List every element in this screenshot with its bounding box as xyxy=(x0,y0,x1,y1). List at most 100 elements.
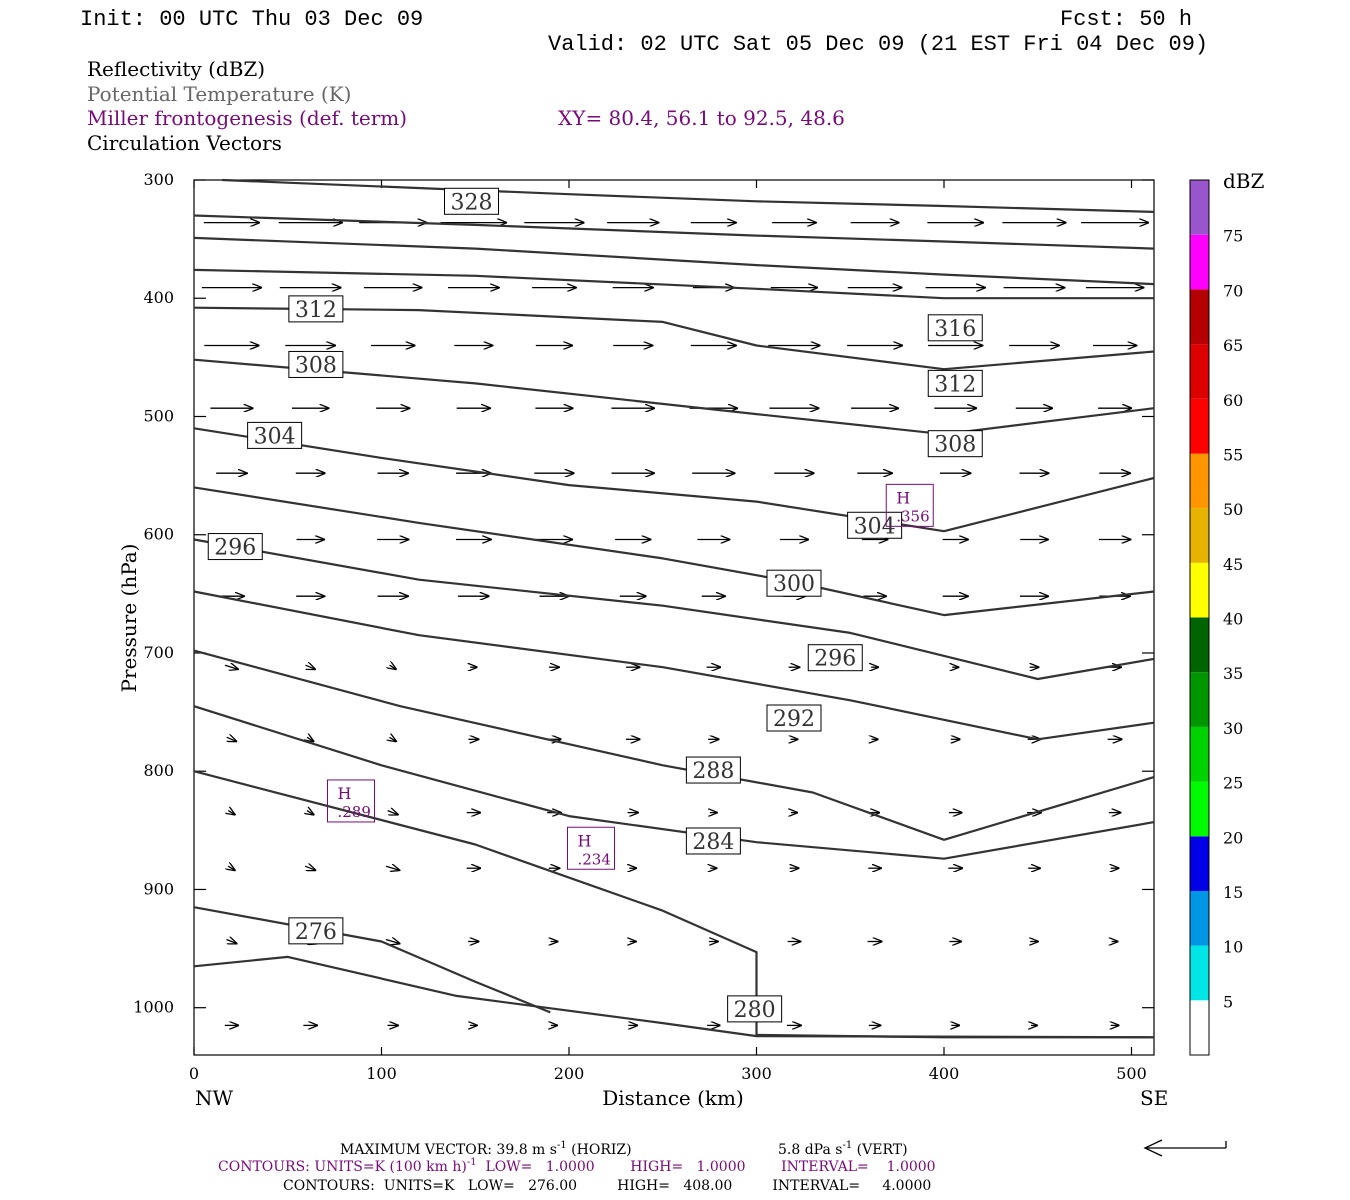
contour-label-text: 296 xyxy=(214,536,256,561)
colorbar-level: 70 xyxy=(1223,281,1243,300)
max-vector-horiz: MAXIMUM VECTOR: 39.8 m s-1 (HORIZ) xyxy=(340,1140,632,1158)
y-tick-label: 500 xyxy=(143,406,174,425)
contour-label-box xyxy=(247,421,303,449)
colorbar-level: 45 xyxy=(1223,555,1243,574)
contour-label-text: 308 xyxy=(934,433,976,458)
contour-label-box xyxy=(288,350,344,378)
circulation-vector xyxy=(387,811,398,815)
contour-label-box xyxy=(685,756,741,784)
valid-time: Valid: 02 UTC Sat 05 Dec 09 (21 EST Fri … xyxy=(548,32,1208,57)
circulation-vector xyxy=(304,866,315,870)
contour-label-box xyxy=(288,295,344,323)
contour-label-box xyxy=(847,511,903,539)
y-tick-label: 300 xyxy=(143,170,174,189)
theta-contour-304 xyxy=(193,427,1155,533)
colorbar-bin xyxy=(1190,781,1209,837)
colorbar-bin xyxy=(1190,508,1209,563)
circulation-vector xyxy=(228,866,235,870)
contour-label-box xyxy=(288,917,344,945)
field-circulation-vectors: Circulation Vectors xyxy=(87,131,282,155)
circulation-vectors xyxy=(201,223,1148,1026)
init-time: Init: 00 UTC Thu 03 Dec 09 xyxy=(80,7,423,32)
contour-label-box xyxy=(766,704,822,732)
theta-contour-324 xyxy=(193,214,1155,250)
theta-contour-272 xyxy=(193,955,1155,1039)
colorbar-bin xyxy=(1190,672,1209,727)
y-tick-label: 700 xyxy=(143,643,174,662)
theta-contour-300 xyxy=(193,486,1155,617)
colorbar-level: 35 xyxy=(1223,664,1243,683)
x-axis-ticks: 0 100 200 300 400 500 xyxy=(189,180,1147,1083)
contour-label-text: 304 xyxy=(254,424,296,449)
colorbar-bin xyxy=(1190,617,1209,673)
contour-label-text: 296 xyxy=(814,647,856,672)
circulation-vector xyxy=(227,737,236,741)
cross-section-endpoints: XY= 80.4, 56.1 to 92.5, 48.6 xyxy=(558,106,845,130)
contour-label-box xyxy=(927,430,983,458)
theta-contour-info: CONTOURS: UNITS=K LOW= 276.00 HIGH= 408.… xyxy=(283,1178,931,1194)
colorbar-bin xyxy=(1190,398,1209,454)
field-reflectivity: Reflectivity (dBZ) xyxy=(87,57,265,81)
max-vector-vert: 5.8 dPa s-1 (VERT) xyxy=(778,1140,908,1158)
contour-label-text: 284 xyxy=(692,830,734,855)
circulation-vector xyxy=(228,811,234,815)
frontogenesis-contour-info: CONTOURS: UNITS=K (100 km h)-1 LOW= 1.00… xyxy=(218,1157,936,1175)
colorbar-level: 25 xyxy=(1223,774,1243,793)
contour-label-text: 312 xyxy=(934,372,976,397)
colorbar-level: 65 xyxy=(1223,336,1243,355)
circulation-vector xyxy=(226,940,237,944)
colorbar-level: 60 xyxy=(1223,391,1243,410)
high-value: .289 xyxy=(338,803,371,821)
theta-contour-320 xyxy=(193,236,1155,286)
circulation-vector xyxy=(306,665,316,669)
x-tick-label: 400 xyxy=(929,1064,960,1083)
contour-label-box xyxy=(207,533,263,561)
colorbar-frame xyxy=(1189,179,1210,1056)
reference-vector-head xyxy=(1143,1139,1163,1157)
theta-contour-292 xyxy=(193,590,1155,741)
x-tick-label: 0 xyxy=(189,1064,199,1083)
colorbar-level: 15 xyxy=(1223,883,1243,902)
y-tick-label: 800 xyxy=(143,761,174,780)
y-axis-ticks: 300 400 500 600 700 800 900 1000 xyxy=(133,170,1154,1017)
high-letter: H xyxy=(338,784,352,803)
contour-label-text: 316 xyxy=(934,317,976,342)
colorbar-bin xyxy=(1190,344,1209,399)
colorbar-bin xyxy=(1190,945,1209,1001)
y-tick-label: 1000 xyxy=(133,998,174,1017)
plot-frame xyxy=(193,179,1155,1056)
x-axis-title: Distance (km) xyxy=(602,1086,744,1110)
dbz-colorbar: 5 10 15 20 25 30 35 40 45 50 55 60 65 70 75 xyxy=(1189,179,1243,1056)
colorbar-bin xyxy=(1190,726,1209,782)
colorbar-level: 50 xyxy=(1223,500,1243,519)
theta-contour-308 xyxy=(193,358,1155,436)
circulation-vector xyxy=(385,866,399,870)
circulation-vector xyxy=(307,737,313,741)
colorbar-level: 55 xyxy=(1223,445,1243,464)
high-letter: H xyxy=(896,488,910,507)
x-tick-label: 300 xyxy=(741,1064,772,1083)
contour-label-box xyxy=(766,569,822,597)
colorbar-level: 20 xyxy=(1223,828,1243,847)
colorbar-bin xyxy=(1190,890,1209,946)
colorbar-level: 75 xyxy=(1223,227,1243,246)
x-tick-label: 500 xyxy=(1116,1064,1147,1083)
y-axis-title: Pressure (hPa) xyxy=(117,544,141,693)
x-tick-label: 200 xyxy=(554,1064,585,1083)
nw-label: NW xyxy=(195,1086,234,1110)
colorbar-level: 5 xyxy=(1223,992,1233,1011)
contour-label-text: 308 xyxy=(295,353,337,378)
colorbar-bin xyxy=(1190,453,1209,509)
theta-contour-276 xyxy=(193,906,551,1014)
theta-contour-316 xyxy=(193,268,1154,300)
colorbar-bin xyxy=(1190,234,1209,290)
contour-label-text: 312 xyxy=(295,298,337,323)
forecast-hour: Fcst: 50 h xyxy=(1060,7,1192,32)
colorbar-bin xyxy=(1190,836,1209,891)
high-box xyxy=(567,826,615,870)
contour-label-text: 280 xyxy=(734,998,776,1023)
circulation-vector xyxy=(390,665,396,669)
